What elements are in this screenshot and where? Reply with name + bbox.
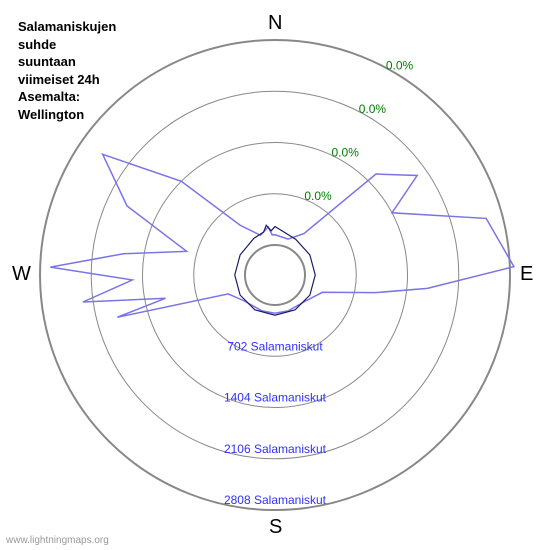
credit-text: www.lightningmaps.org [6,535,109,546]
direction-west: W [12,263,31,286]
polar-chart: 0.0% 0.0% 0.0% 0.0% 702 Salamaniskut 1404 Sa… [0,0,550,550]
ring-count-label: 1404 Salamaniskut [224,391,327,405]
pct-label: 0.0% [359,102,387,116]
pct-label: 0.0% [386,59,414,73]
pct-label: 0.0% [332,146,360,160]
ring-count-label: 2106 Salamaniskut [224,442,327,456]
pct-label: 0.0% [304,189,332,203]
direction-north: N [268,12,282,35]
ring-count-label: 702 Salamaniskut [227,339,323,353]
direction-south: S [269,516,282,539]
ring-count-label: 2808 Salamaniskut [224,493,327,507]
direction-east: E [520,263,533,286]
